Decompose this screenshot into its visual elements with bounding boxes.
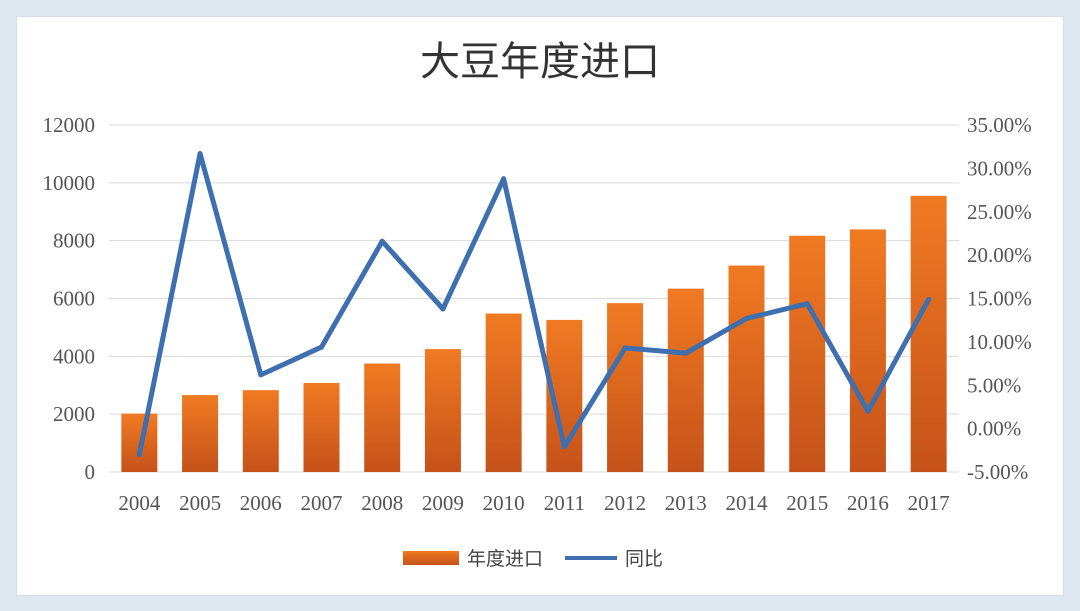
x-tick-label: 2015 bbox=[786, 491, 828, 515]
y-right-tick-label: 30.00% bbox=[967, 156, 1032, 180]
y-left-tick-label: 8000 bbox=[53, 229, 95, 253]
line-point bbox=[379, 238, 385, 244]
y-right-tick-label: 35.00% bbox=[967, 113, 1032, 137]
x-tick-label: 2004 bbox=[118, 491, 161, 515]
x-tick-label: 2006 bbox=[240, 491, 282, 515]
chart-frame: 大豆年度进口 0 2000 4000 6000 8000 10000 12000 -5.00… bbox=[16, 16, 1064, 596]
y-right-tick-label: 10.00% bbox=[967, 330, 1032, 354]
y-left-tick-label: 0 bbox=[85, 460, 96, 484]
gridlines bbox=[109, 124, 959, 473]
line-point bbox=[440, 306, 446, 312]
left-axis: 0 2000 4000 6000 8000 10000 12000 bbox=[43, 113, 96, 484]
bar bbox=[910, 195, 947, 473]
line-point bbox=[683, 350, 689, 356]
x-tick-label: 2005 bbox=[179, 491, 221, 515]
line-point bbox=[561, 444, 567, 450]
bar bbox=[849, 229, 886, 472]
legend-label-bar: 年度进口 bbox=[467, 548, 543, 570]
y-right-tick-label: -5.00% bbox=[967, 460, 1028, 484]
y-right-tick-label: 20.00% bbox=[967, 243, 1032, 267]
bar bbox=[242, 390, 279, 472]
x-tick-label: 2009 bbox=[422, 491, 464, 515]
bar bbox=[789, 235, 826, 472]
bar bbox=[303, 382, 340, 472]
bar bbox=[607, 303, 644, 472]
chart-svg: 大豆年度进口 0 2000 4000 6000 8000 10000 12000 -5.00… bbox=[43, 39, 1032, 570]
chart-title: 大豆年度进口 bbox=[420, 39, 660, 85]
x-tick-label: 2013 bbox=[665, 491, 707, 515]
yoy-line bbox=[136, 151, 932, 458]
bar-series bbox=[121, 195, 947, 473]
x-tick-label: 2007 bbox=[301, 491, 343, 515]
y-left-tick-label: 12000 bbox=[43, 113, 96, 137]
x-tick-label: 2012 bbox=[604, 491, 646, 515]
line-point bbox=[926, 296, 932, 302]
bar bbox=[728, 265, 765, 472]
legend-swatch-bar bbox=[403, 551, 459, 565]
y-left-tick-label: 6000 bbox=[53, 287, 95, 311]
line-point bbox=[622, 345, 628, 351]
line-point bbox=[319, 344, 324, 350]
y-left-tick-label: 2000 bbox=[53, 402, 95, 426]
line-point bbox=[744, 315, 749, 321]
bar bbox=[182, 395, 219, 472]
y-right-tick-label: 15.00% bbox=[967, 287, 1032, 311]
line-point bbox=[197, 151, 203, 157]
x-axis: 2004 2005 2006 2007 2008 2009 2010 2011 2012 2013… bbox=[118, 491, 949, 515]
x-tick-label: 2017 bbox=[908, 491, 950, 515]
x-tick-label: 2011 bbox=[544, 491, 585, 515]
right-axis: -5.00% 0.00% 5.00% 10.00% 15.00% 20.00% 25.00%… bbox=[967, 113, 1032, 484]
x-tick-label: 2014 bbox=[726, 491, 769, 515]
y-right-tick-label: 25.00% bbox=[967, 200, 1032, 224]
y-left-tick-label: 10000 bbox=[43, 171, 96, 195]
line-point bbox=[865, 408, 871, 414]
y-right-tick-label: 0.00% bbox=[967, 417, 1021, 441]
line-point bbox=[804, 301, 810, 307]
bar bbox=[424, 349, 461, 472]
line-point bbox=[501, 176, 507, 182]
legend-label-line: 同比 bbox=[625, 548, 663, 570]
y-left-tick-label: 4000 bbox=[53, 344, 95, 368]
legend: 年度进口 同比 bbox=[403, 548, 663, 570]
x-tick-label: 2016 bbox=[847, 491, 889, 515]
y-right-tick-label: 5.00% bbox=[967, 373, 1021, 397]
bar bbox=[364, 363, 401, 472]
bar bbox=[485, 313, 522, 472]
line-point bbox=[136, 452, 142, 458]
line-point bbox=[258, 372, 264, 378]
line-series bbox=[136, 151, 932, 458]
x-tick-label: 2008 bbox=[361, 491, 403, 515]
bar bbox=[667, 288, 704, 472]
x-tick-label: 2010 bbox=[483, 491, 525, 515]
